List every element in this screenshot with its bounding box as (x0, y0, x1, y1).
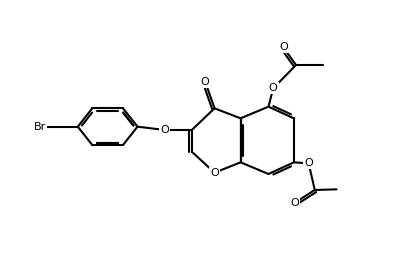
Text: O: O (291, 198, 299, 208)
Text: O: O (201, 77, 209, 87)
Text: O: O (304, 158, 313, 168)
Text: Br: Br (34, 122, 46, 132)
Text: O: O (210, 168, 219, 178)
Text: O: O (279, 42, 288, 52)
Text: O: O (160, 125, 169, 135)
Text: O: O (269, 83, 277, 93)
